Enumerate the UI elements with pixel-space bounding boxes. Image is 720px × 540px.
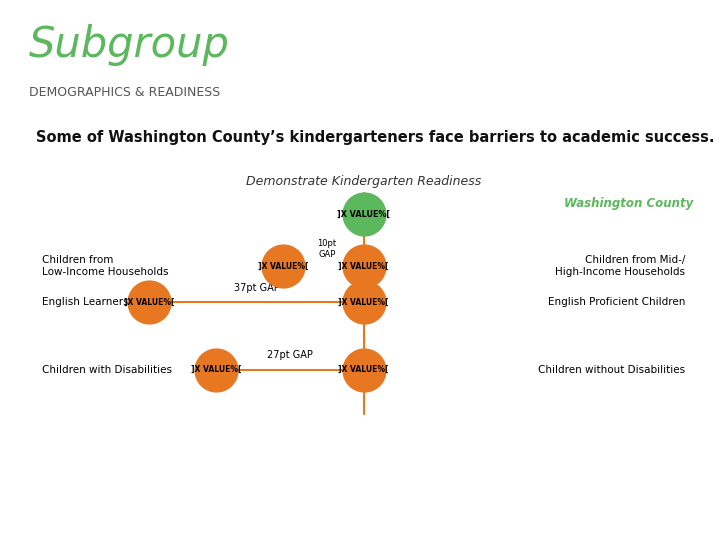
Text: Children from Mid-/
High-Income Households: Children from Mid-/ High-Income Househol… (555, 255, 685, 276)
Text: Demonstrate Kindergarten Readiness: Demonstrate Kindergarten Readiness (246, 175, 481, 188)
Text: Equity Matters: Equity Matters (595, 90, 665, 100)
Point (210, 365, 222, 374)
Text: English Proficient Children: English Proficient Children (548, 297, 685, 307)
Point (277, 261, 289, 270)
Text: LIVE IN LOW-INCOME: LIVE IN LOW-INCOME (91, 493, 192, 502)
Text: HOUSEHOLDS: HOUSEHOLDS (108, 510, 174, 518)
Text: 37pt GAP: 37pt GAP (233, 283, 279, 293)
Text: MATTERS: MATTERS (586, 55, 674, 73)
Text: ]X VALUE%[: ]X VALUE%[ (338, 261, 389, 271)
Text: Subgroup: Subgroup (29, 24, 230, 66)
Point (143, 298, 155, 307)
Text: HAVE IDENTIFIED DISABILITIES: HAVE IDENTIFIED DISABILITIES (505, 493, 652, 502)
Text: Some of Washington County’s kindergarteners face barriers to academic success.: Some of Washington County’s kindergarten… (36, 130, 714, 145)
Text: OF KINDERGARTENERS: OF KINDERGARTENERS (305, 477, 415, 486)
Text: 10pt
GAP: 10pt GAP (318, 239, 336, 259)
Point (358, 298, 369, 307)
Text: ]X VALUE%[: ]X VALUE%[ (191, 365, 241, 374)
Text: Washington County: Washington County (564, 197, 694, 210)
Text: 42%: 42% (108, 438, 175, 467)
Text: ARE ENGLISH LEARNERS: ARE ENGLISH LEARNERS (302, 493, 418, 502)
Text: READINESS: READINESS (577, 30, 683, 48)
Text: Children from
Low-Income Households: Children from Low-Income Households (42, 255, 168, 276)
Text: ]X VALUE%[: ]X VALUE%[ (337, 210, 390, 219)
Text: DEMOGRAPHICS & READINESS: DEMOGRAPHICS & READINESS (29, 85, 220, 98)
Text: 10%: 10% (546, 438, 612, 467)
Text: ]X VALUE%[: ]X VALUE%[ (124, 298, 174, 307)
Text: ]X VALUE%[: ]X VALUE%[ (338, 365, 389, 374)
Text: Children with Disabilities: Children with Disabilities (42, 364, 172, 375)
Text: 2%: 2% (336, 438, 384, 467)
Text: Children without Disabilities: Children without Disabilities (538, 364, 685, 375)
Text: 27pt GAP: 27pt GAP (267, 349, 313, 360)
Point (358, 261, 369, 270)
Text: OF KINDERGARTENERS: OF KINDERGARTENERS (86, 477, 197, 486)
Text: OF KINDERGARTENERS: OF KINDERGARTENERS (523, 477, 634, 486)
Point (358, 210, 369, 218)
Text: ]X VALUE%[: ]X VALUE%[ (338, 298, 389, 307)
Text: English Learners: English Learners (42, 297, 129, 307)
Point (358, 365, 369, 374)
Text: ]X VALUE%[: ]X VALUE%[ (258, 261, 308, 271)
